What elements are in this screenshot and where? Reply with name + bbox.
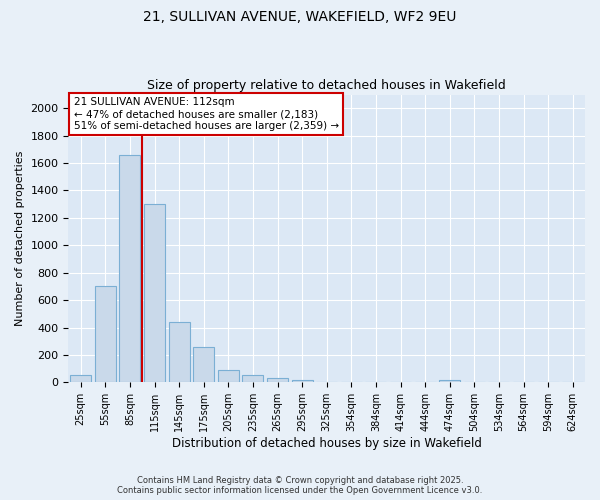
- Bar: [193, 348, 214, 382]
- Y-axis label: Number of detached properties: Number of detached properties: [15, 151, 25, 326]
- Bar: [119, 155, 140, 382]
- Text: Contains HM Land Registry data © Crown copyright and database right 2025.
Contai: Contains HM Land Registry data © Crown c…: [118, 476, 482, 495]
- Title: Size of property relative to detached houses in Wakefield: Size of property relative to detached ho…: [148, 79, 506, 92]
- Bar: [218, 370, 239, 382]
- Bar: [95, 286, 116, 382]
- Bar: [439, 380, 460, 382]
- Text: 21, SULLIVAN AVENUE, WAKEFIELD, WF2 9EU: 21, SULLIVAN AVENUE, WAKEFIELD, WF2 9EU: [143, 10, 457, 24]
- Bar: [144, 204, 165, 382]
- Bar: [292, 380, 313, 382]
- Bar: [267, 378, 288, 382]
- Bar: [169, 322, 190, 382]
- X-axis label: Distribution of detached houses by size in Wakefield: Distribution of detached houses by size …: [172, 437, 482, 450]
- Bar: [70, 375, 91, 382]
- Text: 21 SULLIVAN AVENUE: 112sqm
← 47% of detached houses are smaller (2,183)
51% of s: 21 SULLIVAN AVENUE: 112sqm ← 47% of deta…: [74, 98, 338, 130]
- Bar: [242, 376, 263, 382]
